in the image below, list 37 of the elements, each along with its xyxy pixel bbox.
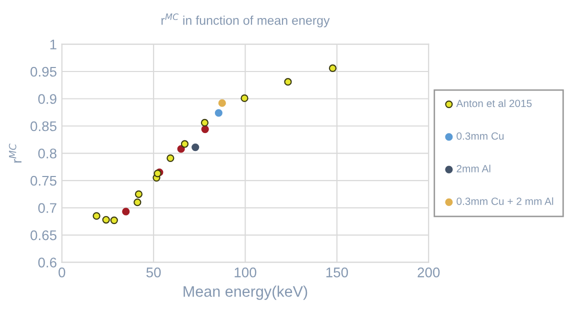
point: [102, 216, 110, 224]
y-tick-label: 0.95: [30, 66, 56, 77]
point: [92, 212, 100, 220]
legend-label: 0.3mm Cu: [456, 132, 504, 140]
point: [180, 140, 189, 148]
legend-label: 0.3mm Cu + 2 mm Al: [456, 197, 554, 205]
legend-label: 2mm Al: [456, 164, 490, 172]
y-axis-title: r$^{MC}$: [8, 144, 22, 163]
y-tick-label: 0.8: [38, 148, 56, 158]
point: [328, 64, 337, 72]
point: [134, 190, 143, 198]
y-tick-label: 0.85: [30, 121, 56, 132]
x-axis-title: Mean energy(keV): [184, 286, 308, 300]
y-tick-label: 0.75: [30, 176, 56, 186]
point: [134, 198, 142, 206]
x-tick-label: 0: [58, 268, 66, 278]
point: [110, 216, 118, 224]
y-tick-label: 1: [50, 40, 56, 50]
x-tick-label: 100: [234, 268, 256, 278]
point: [122, 208, 130, 216]
point: [284, 78, 292, 86]
point: [166, 154, 174, 162]
point: [240, 94, 248, 102]
point: [218, 99, 226, 107]
point: [192, 143, 200, 152]
chart-title: r$^{MC}$ in function of mean energy: [162, 13, 330, 28]
x-tick-label: 150: [326, 268, 348, 278]
y-tick-label: 0.7: [38, 203, 56, 213]
point: [214, 109, 222, 117]
x-tick-label: 200: [418, 268, 440, 278]
y-tick-label: 0.9: [38, 94, 56, 104]
point: [200, 118, 209, 127]
point: [201, 125, 209, 134]
legend-label: Anton et al 2015: [456, 99, 532, 108]
x-tick-label: 50: [146, 268, 161, 278]
y-tick-label: 0.65: [30, 230, 56, 240]
y-tick-label: 0.6: [38, 258, 56, 268]
